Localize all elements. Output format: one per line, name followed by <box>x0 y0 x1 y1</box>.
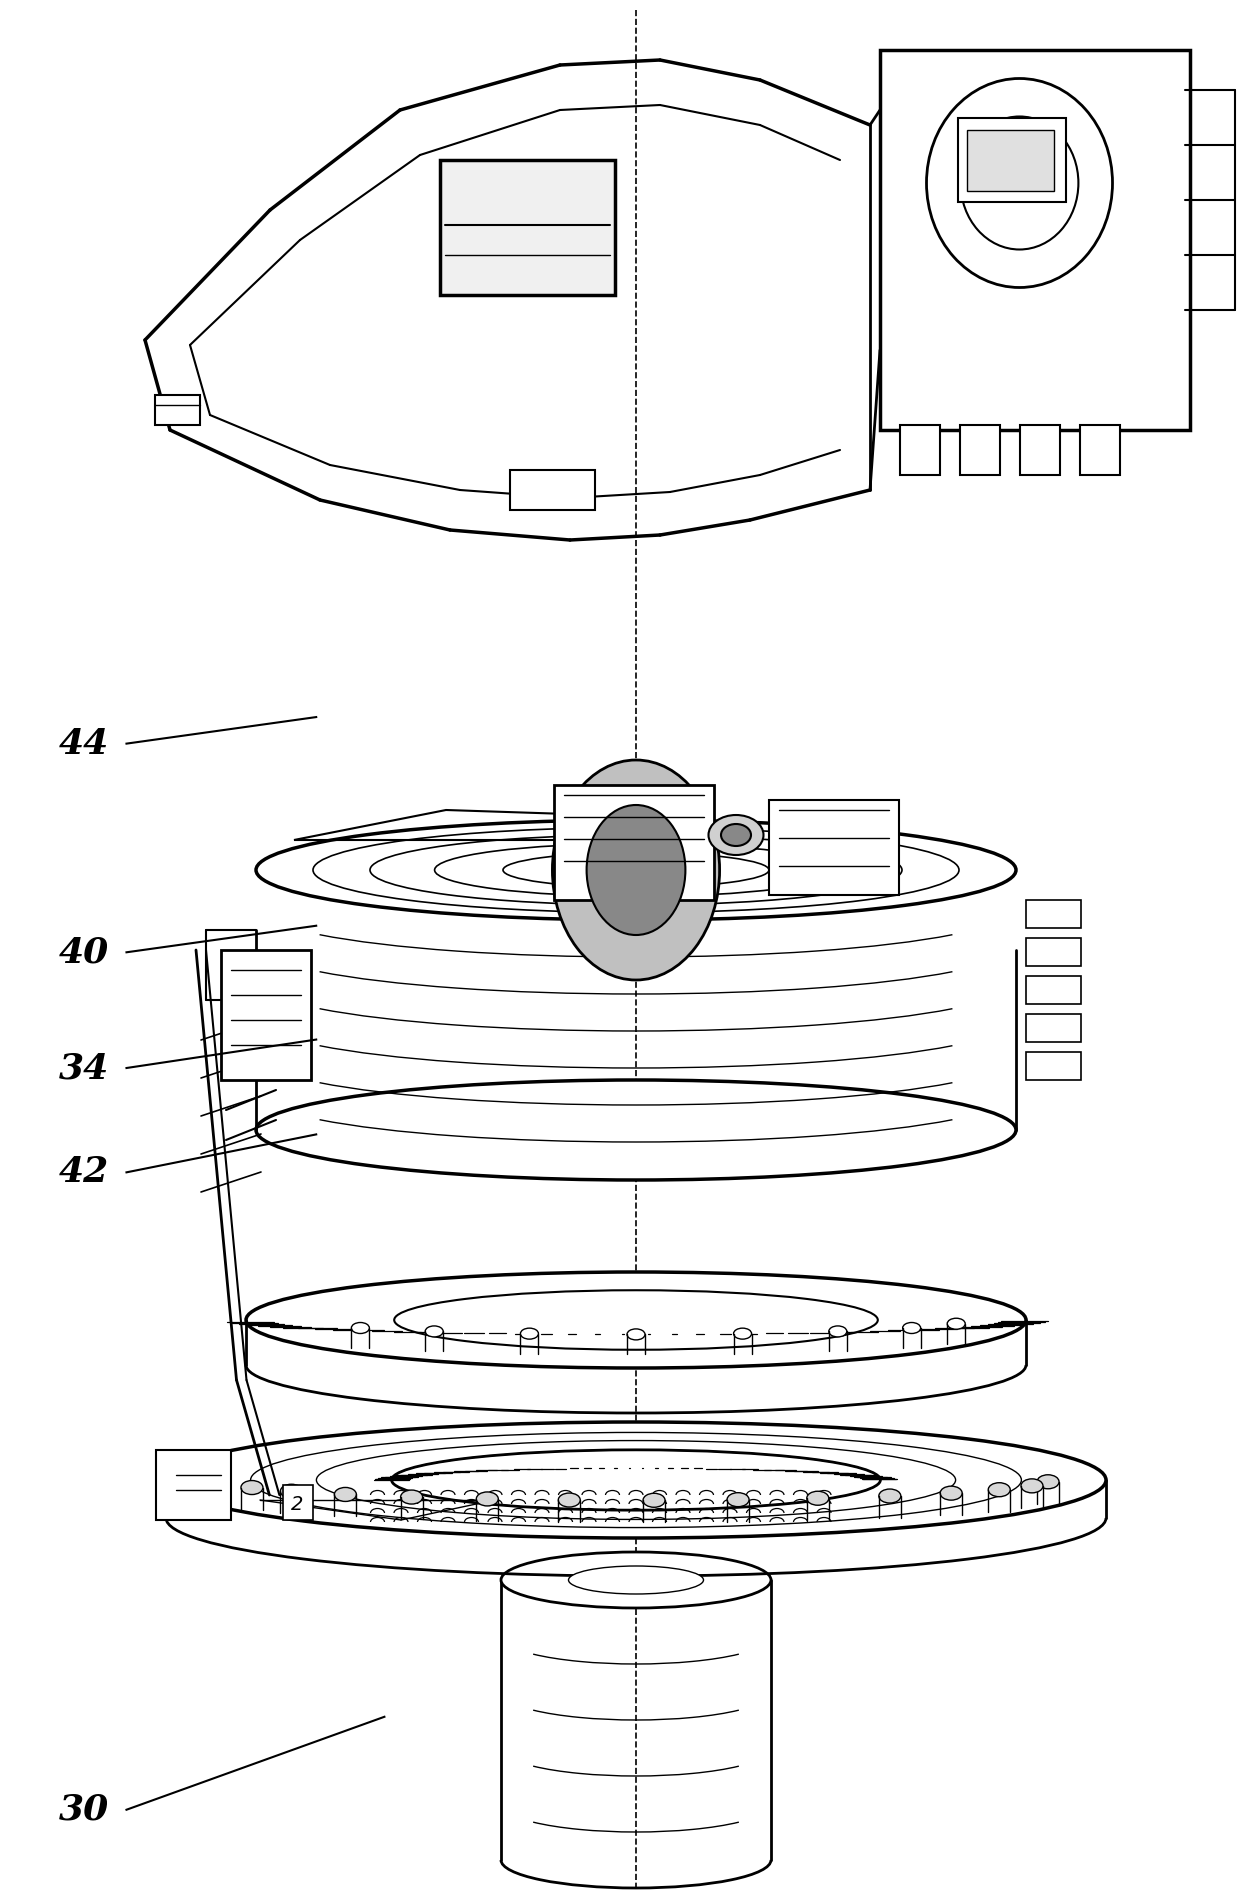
Ellipse shape <box>988 1483 1011 1497</box>
Bar <box>1025 1015 1081 1041</box>
Ellipse shape <box>401 1489 423 1504</box>
Ellipse shape <box>241 1480 263 1495</box>
Bar <box>440 159 615 296</box>
Bar <box>1025 1053 1081 1079</box>
Bar <box>967 129 1054 190</box>
Ellipse shape <box>734 1328 751 1339</box>
Ellipse shape <box>558 1493 580 1506</box>
Bar <box>510 470 595 510</box>
Ellipse shape <box>280 1483 303 1499</box>
Text: 30: 30 <box>60 1793 109 1827</box>
Bar <box>957 118 1066 201</box>
Bar <box>1025 937 1081 966</box>
Ellipse shape <box>1021 1480 1043 1493</box>
Bar <box>1025 975 1081 1004</box>
Ellipse shape <box>335 1487 356 1501</box>
Bar <box>900 425 940 474</box>
Ellipse shape <box>720 823 751 846</box>
Bar <box>769 801 899 895</box>
Bar <box>1021 425 1060 474</box>
Ellipse shape <box>568 1567 703 1593</box>
Bar <box>283 1485 312 1519</box>
Ellipse shape <box>246 1273 1025 1368</box>
Ellipse shape <box>708 816 764 856</box>
Bar <box>554 785 714 899</box>
Ellipse shape <box>587 804 686 935</box>
Text: 2: 2 <box>291 1495 304 1514</box>
Ellipse shape <box>940 1485 962 1501</box>
Bar <box>880 49 1190 431</box>
Ellipse shape <box>255 1079 1016 1180</box>
Ellipse shape <box>425 1326 443 1337</box>
Ellipse shape <box>521 1328 538 1339</box>
Ellipse shape <box>1037 1474 1059 1489</box>
Ellipse shape <box>947 1318 965 1330</box>
Bar <box>156 1449 231 1519</box>
Ellipse shape <box>255 820 1016 920</box>
Text: 40: 40 <box>60 935 109 969</box>
Ellipse shape <box>476 1491 498 1506</box>
Text: 42: 42 <box>60 1155 109 1189</box>
Ellipse shape <box>903 1322 920 1334</box>
Ellipse shape <box>501 1552 771 1609</box>
Ellipse shape <box>627 1330 645 1339</box>
Bar <box>960 425 999 474</box>
Ellipse shape <box>807 1491 828 1504</box>
Bar <box>221 950 311 1079</box>
Ellipse shape <box>644 1493 665 1508</box>
Bar <box>155 395 200 425</box>
Bar <box>1025 899 1081 928</box>
Ellipse shape <box>727 1493 749 1506</box>
Ellipse shape <box>552 761 719 981</box>
Ellipse shape <box>166 1423 1106 1538</box>
Ellipse shape <box>879 1489 900 1502</box>
Text: 34: 34 <box>60 1051 109 1085</box>
Text: 44: 44 <box>60 727 109 761</box>
Bar <box>1080 425 1120 474</box>
Ellipse shape <box>828 1326 847 1337</box>
Ellipse shape <box>351 1322 370 1334</box>
